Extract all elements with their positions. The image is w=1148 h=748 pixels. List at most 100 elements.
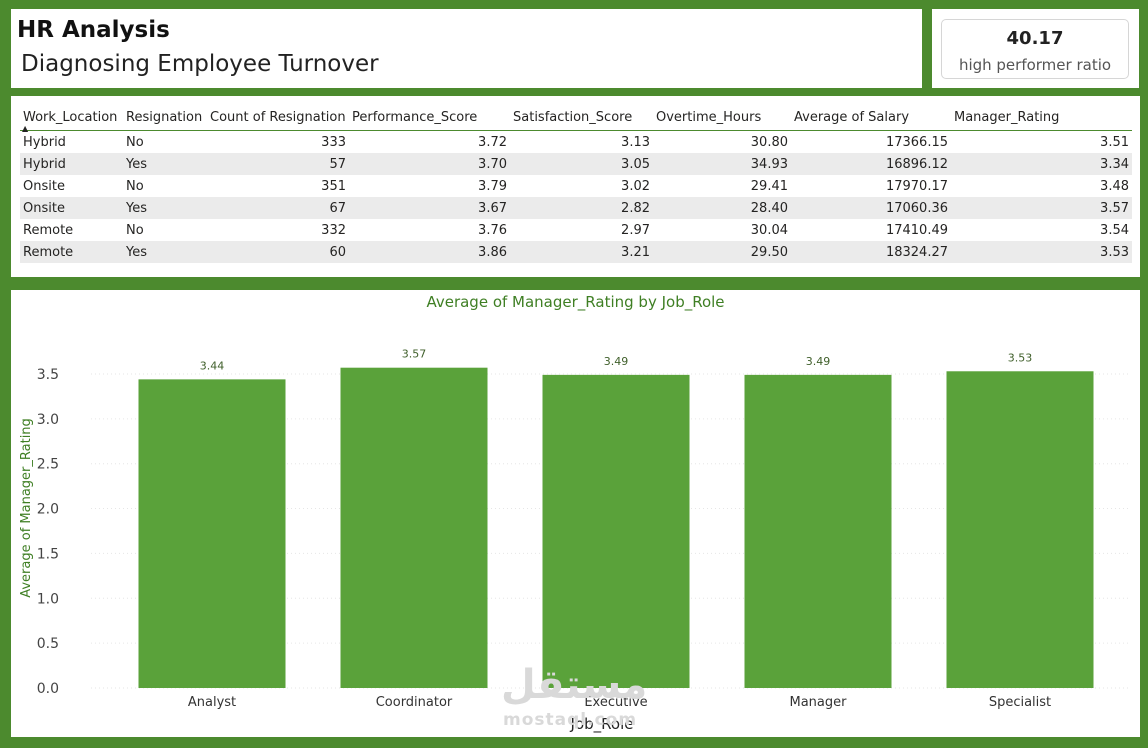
y-axis-title: Average of Manager_Rating [19, 418, 34, 598]
cell-performance: 3.72 [478, 134, 507, 150]
kpi-card[interactable]: 40.17 high performer ratio [941, 19, 1129, 79]
cell-performance: 3.76 [478, 222, 507, 238]
x-tick-label: Executive [584, 695, 647, 710]
cell-count: 332 [321, 222, 346, 238]
x-tick-label: Specialist [989, 695, 1051, 710]
cell-salary: 18324.27 [791, 241, 951, 263]
cell-overtime: 30.04 [750, 222, 788, 238]
bar-chart: Average of Manager_Rating by Job_Role 0.0… [19, 293, 1129, 734]
kpi-panel: 40.17 high performer ratio [932, 9, 1139, 88]
table-row: Hybrid Yes 57 3.70 3.05 34.93 16896.12 3… [20, 153, 1132, 175]
cell-satisfaction: 2.97 [621, 222, 650, 238]
cell-satisfaction: 3.02 [621, 178, 650, 194]
page-title: HR Analysis [17, 17, 170, 43]
y-tick-label: 1.0 [37, 591, 59, 607]
data-label: 3.49 [806, 355, 831, 368]
table-row: Remote No 332 3.76 2.97 30.04 17410.49 3… [20, 219, 1132, 241]
cell-count: 351 [321, 178, 346, 194]
y-tick-label: 1.5 [37, 546, 59, 562]
title-panel: HR Analysis Diagnosing Employee Turnover [11, 9, 922, 88]
cell-count: 67 [207, 197, 349, 219]
cell-manager-rating: 3.48 [1100, 178, 1129, 194]
column-header-overtime-hours[interactable]: Overtime_Hours [653, 104, 791, 131]
cell-work-location: Remote [20, 241, 123, 263]
cell-work-location: Remote [23, 222, 74, 238]
watermark-logo: مستقل [501, 662, 648, 708]
column-header-satisfaction-score[interactable]: Satisfaction_Score [510, 104, 653, 131]
column-header-resignation[interactable]: Resignation [123, 104, 207, 131]
cell-satisfaction: 2.82 [510, 197, 653, 219]
cell-count: 57 [207, 153, 349, 175]
cell-work-location: Hybrid [20, 153, 123, 175]
cell-salary: 16896.12 [791, 153, 951, 175]
cell-salary: 17060.36 [791, 197, 951, 219]
cell-work-location: Onsite [20, 197, 123, 219]
table-header-row: Work_Location ▲ Resignation Count of Resi… [20, 104, 1132, 133]
y-tick-label: 2.0 [37, 502, 59, 518]
bar-executive [542, 374, 690, 688]
table-row: Hybrid No 333 3.72 3.13 30.80 17366.15 3… [20, 131, 1132, 154]
bar-manager [744, 374, 892, 688]
cell-resignation: Yes [123, 153, 207, 175]
kpi-value: 40.17 [1006, 28, 1064, 49]
page-subtitle: Diagnosing Employee Turnover [21, 51, 379, 77]
column-header-count-of-resignation[interactable]: Count of Resignation [207, 104, 349, 131]
bar-coordinator [340, 367, 488, 688]
x-tick-label: Analyst [188, 695, 236, 710]
cell-performance: 3.70 [349, 153, 510, 175]
x-axis-title: Job_Role [570, 715, 634, 734]
kpi-label: high performer ratio [958, 56, 1112, 74]
chart-title: Average of Manager_Rating by Job_Role [426, 293, 724, 312]
cell-performance: 3.86 [349, 241, 510, 263]
cell-resignation: No [126, 134, 144, 150]
column-header-average-of-salary[interactable]: Average of Salary [791, 104, 951, 131]
y-tick-label: 3.0 [37, 412, 59, 428]
table-row: Remote Yes 60 3.86 3.21 29.50 18324.27 3… [20, 241, 1132, 263]
cell-satisfaction: 3.05 [510, 153, 653, 175]
cell-manager-rating: 3.53 [951, 241, 1132, 263]
x-tick-label: Manager [790, 695, 848, 710]
y-tick-label: 0.5 [37, 636, 59, 652]
cell-satisfaction: 3.13 [621, 134, 650, 150]
data-label: 3.49 [604, 355, 629, 368]
data-table: Work_Location ▲ Resignation Count of Resi… [20, 104, 1132, 263]
cell-resignation: No [126, 178, 144, 194]
data-label: 3.44 [200, 359, 225, 372]
cell-manager-rating: 3.34 [951, 153, 1132, 175]
cell-overtime: 30.80 [750, 134, 788, 150]
cell-count: 333 [321, 134, 346, 150]
bar-analyst [138, 379, 286, 688]
cell-resignation: Yes [123, 241, 207, 263]
cell-count: 60 [207, 241, 349, 263]
watermark-text: mostaql.com [503, 710, 638, 730]
column-header-work-location[interactable]: Work_Location ▲ [20, 104, 123, 133]
y-tick-label: 0.0 [37, 681, 59, 697]
chart-panel: Average of Manager_Rating by Job_Role 0.0… [11, 290, 1140, 737]
y-tick-label: 3.5 [37, 367, 59, 383]
cell-salary: 17970.17 [885, 178, 948, 194]
cell-work-location: Hybrid [23, 134, 66, 150]
cell-resignation: No [126, 222, 144, 238]
x-tick-label: Coordinator [376, 695, 453, 710]
sort-ascending-icon: ▲ [22, 124, 29, 133]
cell-satisfaction: 3.21 [510, 241, 653, 263]
cell-salary: 17366.15 [885, 134, 948, 150]
cell-resignation: Yes [123, 197, 207, 219]
cell-work-location: Onsite [23, 178, 65, 194]
cell-overtime: 34.93 [653, 153, 791, 175]
cell-manager-rating: 3.54 [1100, 222, 1129, 238]
cell-performance: 3.79 [478, 178, 507, 194]
column-header-manager-rating[interactable]: Manager_Rating [951, 104, 1132, 131]
table-row: Onsite No 351 3.79 3.02 29.41 17970.17 3… [20, 175, 1132, 197]
cell-overtime: 29.41 [750, 178, 788, 194]
cell-manager-rating: 3.51 [1100, 134, 1129, 150]
cell-performance: 3.67 [349, 197, 510, 219]
column-header-performance-score[interactable]: Performance_Score [349, 104, 510, 131]
table-row: Onsite Yes 67 3.67 2.82 28.40 17060.36 3… [20, 197, 1132, 219]
cell-overtime: 28.40 [653, 197, 791, 219]
table-panel: Work_Location ▲ Resignation Count of Resi… [11, 96, 1140, 277]
cell-overtime: 29.50 [653, 241, 791, 263]
cell-manager-rating: 3.57 [951, 197, 1132, 219]
y-tick-label: 2.5 [37, 457, 59, 473]
bar-specialist [946, 371, 1094, 688]
